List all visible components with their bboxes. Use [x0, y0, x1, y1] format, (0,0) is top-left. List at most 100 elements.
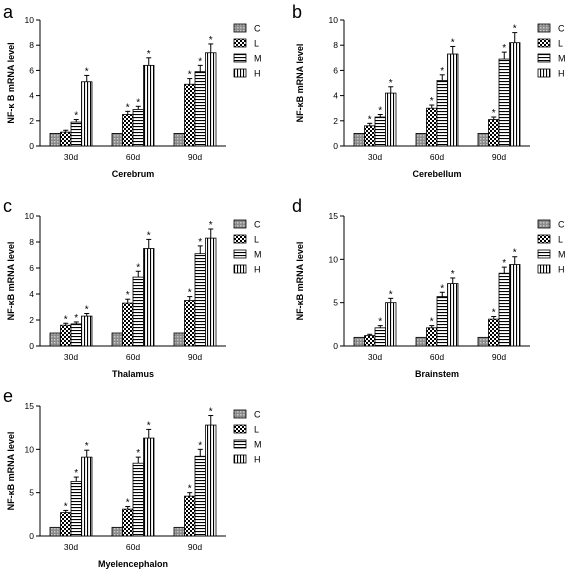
bar-M-60d [132, 109, 144, 147]
bar-H-90d [509, 42, 521, 147]
panel-a: a 0 2 4 6 8 10 NF-κ B mRNA level Cerebrum 30d * * 60… [3, 2, 262, 179]
bar-L-90d [184, 300, 196, 347]
bar-H-60d [447, 283, 459, 347]
bar-C-60d [415, 132, 427, 147]
y-tick-label: 0 [29, 341, 34, 351]
y-tick-label: 4 [29, 289, 34, 299]
panel-c: c 0 2 4 6 8 10 NF-κB mRNA level Thalamus 30d * * * 60… [3, 196, 262, 379]
legend-swatch-M [233, 249, 247, 259]
panel-label: c [3, 196, 12, 216]
y-tick-label: 6 [29, 263, 34, 273]
significance-star: * [492, 308, 496, 319]
x-tick-label: 90d [188, 542, 202, 552]
x-axis-label: Cerebellum [412, 169, 461, 179]
significance-star: * [64, 314, 68, 325]
significance-star: * [188, 70, 192, 81]
bar-L-30d [364, 335, 376, 347]
significance-star: * [209, 407, 213, 418]
significance-star: * [209, 35, 213, 46]
y-tick-label: 4 [29, 91, 34, 101]
significance-star: * [451, 269, 455, 280]
legend-label-L: L [558, 39, 563, 49]
bar-L-30d [60, 131, 72, 147]
bar-C-30d [49, 332, 61, 347]
bar-M-90d [194, 253, 206, 347]
bar-C-60d [111, 332, 123, 347]
x-tick-label: 60d [126, 542, 140, 552]
significance-star: * [198, 56, 202, 67]
legend-label-C: C [558, 220, 565, 230]
x-tick-label: 60d [430, 352, 444, 362]
y-tick-label: 0 [333, 341, 338, 351]
y-axis-label: NF-κ B mRNA level [6, 42, 16, 123]
significance-star: * [126, 290, 130, 301]
y-tick-label: 5 [333, 298, 338, 308]
x-tick-label: 60d [126, 152, 140, 162]
y-tick-label: 10 [25, 211, 35, 221]
x-tick-label: 30d [64, 152, 78, 162]
x-tick-label: 90d [492, 152, 506, 162]
significance-star: * [389, 289, 393, 300]
bar-C-90d [173, 132, 185, 147]
x-tick-label: 60d [126, 352, 140, 362]
significance-star: * [389, 78, 393, 89]
legend-swatch-H [537, 264, 551, 274]
significance-star: * [85, 66, 89, 77]
y-tick-label: 4 [333, 91, 338, 101]
bar-L-60d [426, 107, 438, 147]
y-tick-label: 2 [29, 116, 34, 126]
legend-label-L: L [254, 425, 259, 435]
legend-label-C: C [558, 24, 565, 34]
significance-star: * [209, 220, 213, 231]
y-tick-label: 8 [333, 40, 338, 50]
legend-swatch-M [233, 53, 247, 63]
x-tick-label: 30d [368, 152, 382, 162]
bar-L-30d [60, 512, 72, 537]
x-tick-label: 90d [492, 352, 506, 362]
bar-M-60d [436, 296, 448, 347]
bar-M-30d [70, 323, 82, 347]
significance-star: * [147, 420, 151, 431]
y-tick-label: 6 [333, 65, 338, 75]
bar-M-60d [132, 462, 144, 537]
legend-swatch-C [233, 219, 247, 229]
significance-star: * [440, 283, 444, 294]
x-tick-label: 30d [64, 542, 78, 552]
legend-swatch-L [537, 234, 551, 244]
significance-star: * [74, 313, 78, 324]
significance-star: * [513, 248, 517, 259]
y-tick-label: 2 [333, 116, 338, 126]
y-tick-label: 10 [25, 444, 35, 454]
y-axis-label: NF-κB mRNA level [295, 44, 305, 123]
legend-label-H: H [254, 455, 261, 465]
bar-L-90d [184, 495, 196, 537]
y-axis-label: NF-κB mRNA level [6, 242, 16, 321]
significance-star: * [198, 440, 202, 451]
legend-label-H: H [254, 69, 261, 79]
bar-M-60d [436, 80, 448, 147]
x-tick-label: 60d [430, 152, 444, 162]
bar-L-90d [184, 83, 196, 147]
bar-H-30d [385, 302, 397, 347]
bar-H-90d [205, 424, 217, 537]
bar-H-90d [509, 264, 521, 347]
y-tick-label: 0 [29, 141, 34, 151]
bar-H-30d [81, 315, 93, 347]
bar-H-60d [143, 248, 155, 347]
panel-label: e [3, 386, 13, 406]
panel-label: b [292, 2, 302, 22]
significance-star: * [136, 262, 140, 273]
bar-M-90d [194, 455, 206, 537]
legend-label-M: M [558, 54, 566, 64]
legend-label-M: M [558, 250, 566, 260]
bar-M-30d [70, 480, 82, 537]
x-tick-label: 30d [64, 352, 78, 362]
bar-L-90d [488, 119, 500, 147]
significance-star: * [440, 66, 444, 77]
significance-star: * [188, 484, 192, 495]
legend-swatch-C [233, 23, 247, 33]
bar-H-60d [143, 64, 155, 147]
bar-M-30d [70, 121, 82, 147]
legend-label-M: M [254, 54, 262, 64]
